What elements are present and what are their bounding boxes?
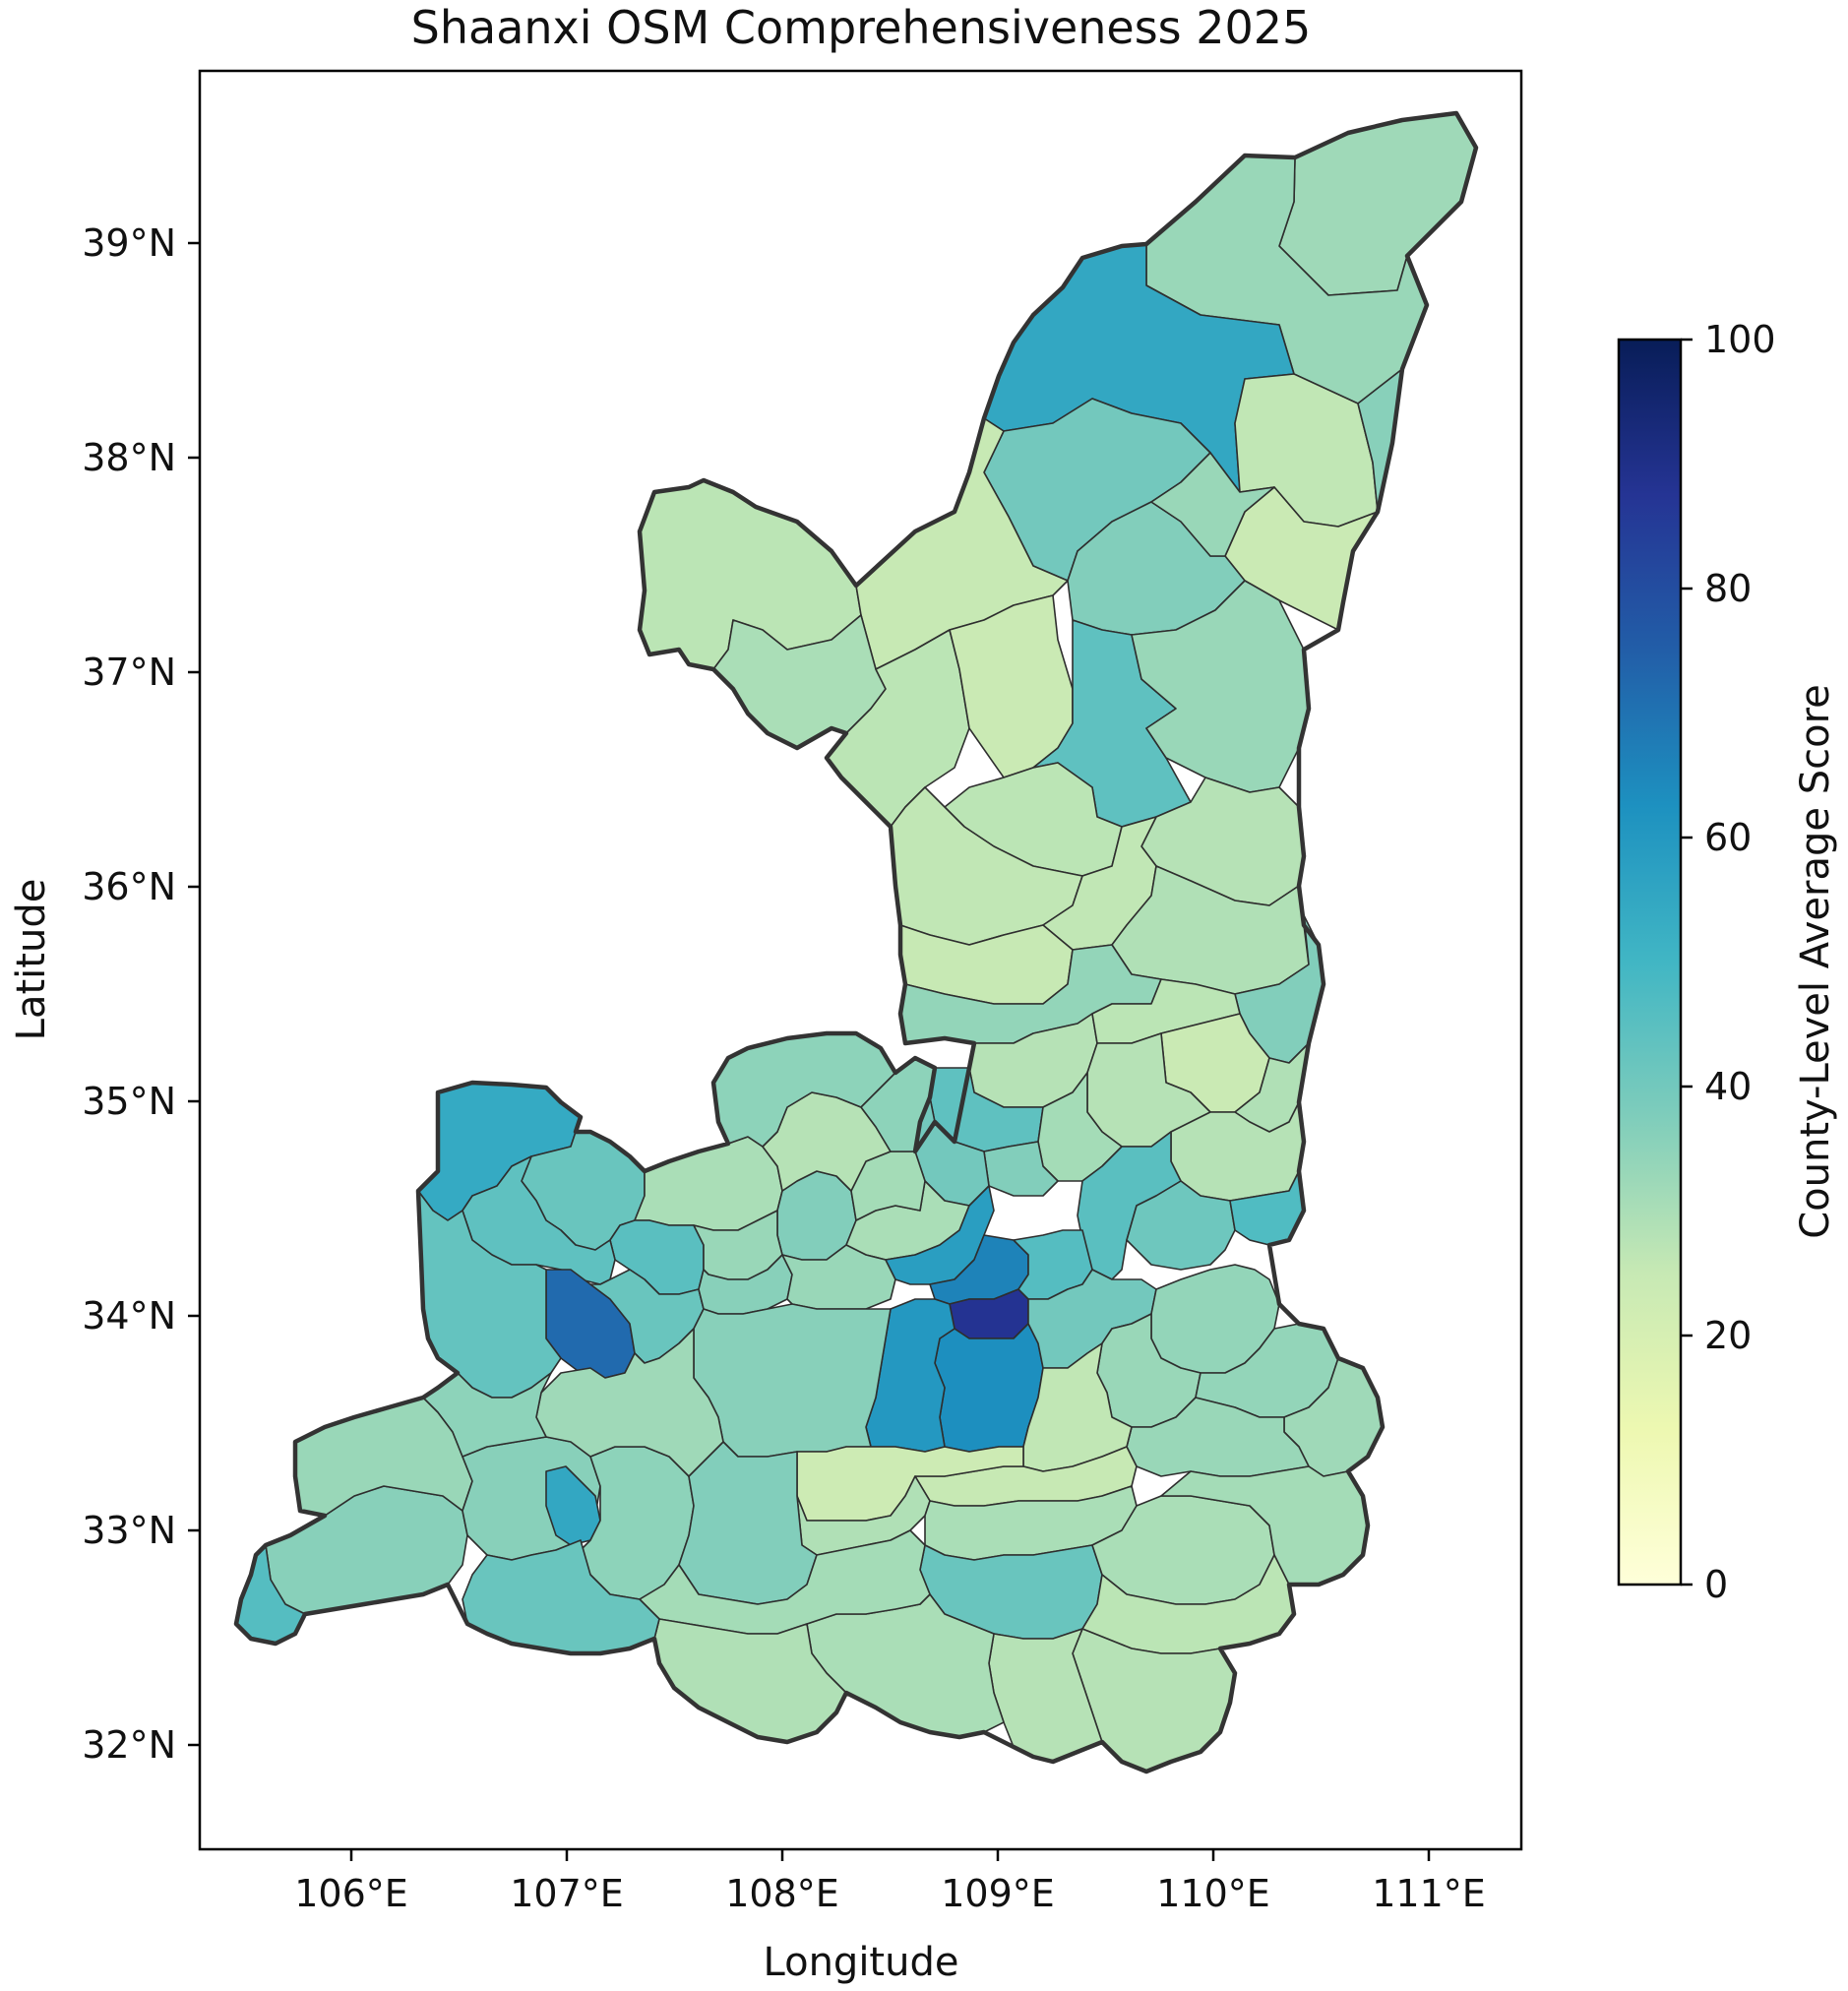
- x-axis-label: Longitude: [764, 1940, 959, 1985]
- y-tick-label: 34°N: [82, 1294, 176, 1338]
- colorbar-gradient: [1617, 338, 1683, 1587]
- y-axis-label: Latitude: [9, 879, 54, 1041]
- colorbar-tick-label: 40: [1704, 1065, 1752, 1108]
- map-counties: [235, 112, 1477, 1773]
- region-center-zizhou: [1150, 452, 1275, 557]
- x-tick-label: 107°E: [510, 1872, 624, 1915]
- region-center-xianyang: [885, 1185, 995, 1285]
- y-tick-label: 39°N: [82, 221, 176, 265]
- x-tick-label: 110°E: [1156, 1872, 1270, 1915]
- y-tick-label: 38°N: [82, 436, 176, 479]
- colorbar-label: County-Level Average Score: [1793, 684, 1838, 1239]
- region-south-ningqiang: [265, 1485, 468, 1615]
- y-tick-label: 36°N: [82, 865, 176, 908]
- province-outline: [233, 110, 1479, 1774]
- colorbar-tick-label: 20: [1704, 1314, 1752, 1357]
- y-tick-label: 37°N: [82, 651, 176, 694]
- region-south-foping: [422, 1372, 552, 1458]
- region-center-zhouzhi: [693, 1303, 892, 1458]
- colorbar-tick-label: 80: [1704, 567, 1752, 610]
- x-tick-label: 111°E: [1372, 1872, 1486, 1915]
- x-axis-ticks: 106°E 107°E 108°E 109°E 110°E 111°E: [294, 1849, 1486, 1915]
- y-tick-label: 35°N: [82, 1080, 176, 1123]
- region-east-yanchuan: [1131, 580, 1310, 793]
- map-title: Shaanxi OSM Comprehensiveness 2025: [411, 1, 1312, 54]
- region-center-xingping: [781, 1244, 896, 1310]
- region-north-fugu: [1278, 112, 1477, 296]
- y-tick-label: 33°N: [82, 1509, 176, 1552]
- x-tick-label: 106°E: [294, 1872, 408, 1915]
- colorbar-tick-label: 0: [1704, 1563, 1728, 1606]
- colorbar-ticks: 0 20 40 60 80 100: [1681, 318, 1776, 1606]
- x-tick-label: 109°E: [941, 1872, 1055, 1915]
- colorbar: 0 20 40 60 80 100 County-Level Average Score: [1617, 318, 1838, 1606]
- y-axis-ticks: 32°N 33°N 34°N 35°N 36°N 37°N 38°N 39°N: [82, 221, 200, 1767]
- x-tick-label: 108°E: [725, 1872, 839, 1915]
- y-tick-label: 32°N: [82, 1723, 176, 1767]
- map-frame: [198, 69, 1523, 1851]
- colorbar-tick-label: 60: [1704, 816, 1752, 859]
- region-east-shanyang: [1126, 1397, 1310, 1477]
- colorbar-tick-label: 100: [1704, 318, 1776, 361]
- region-center-sanyuan: [983, 1141, 1059, 1197]
